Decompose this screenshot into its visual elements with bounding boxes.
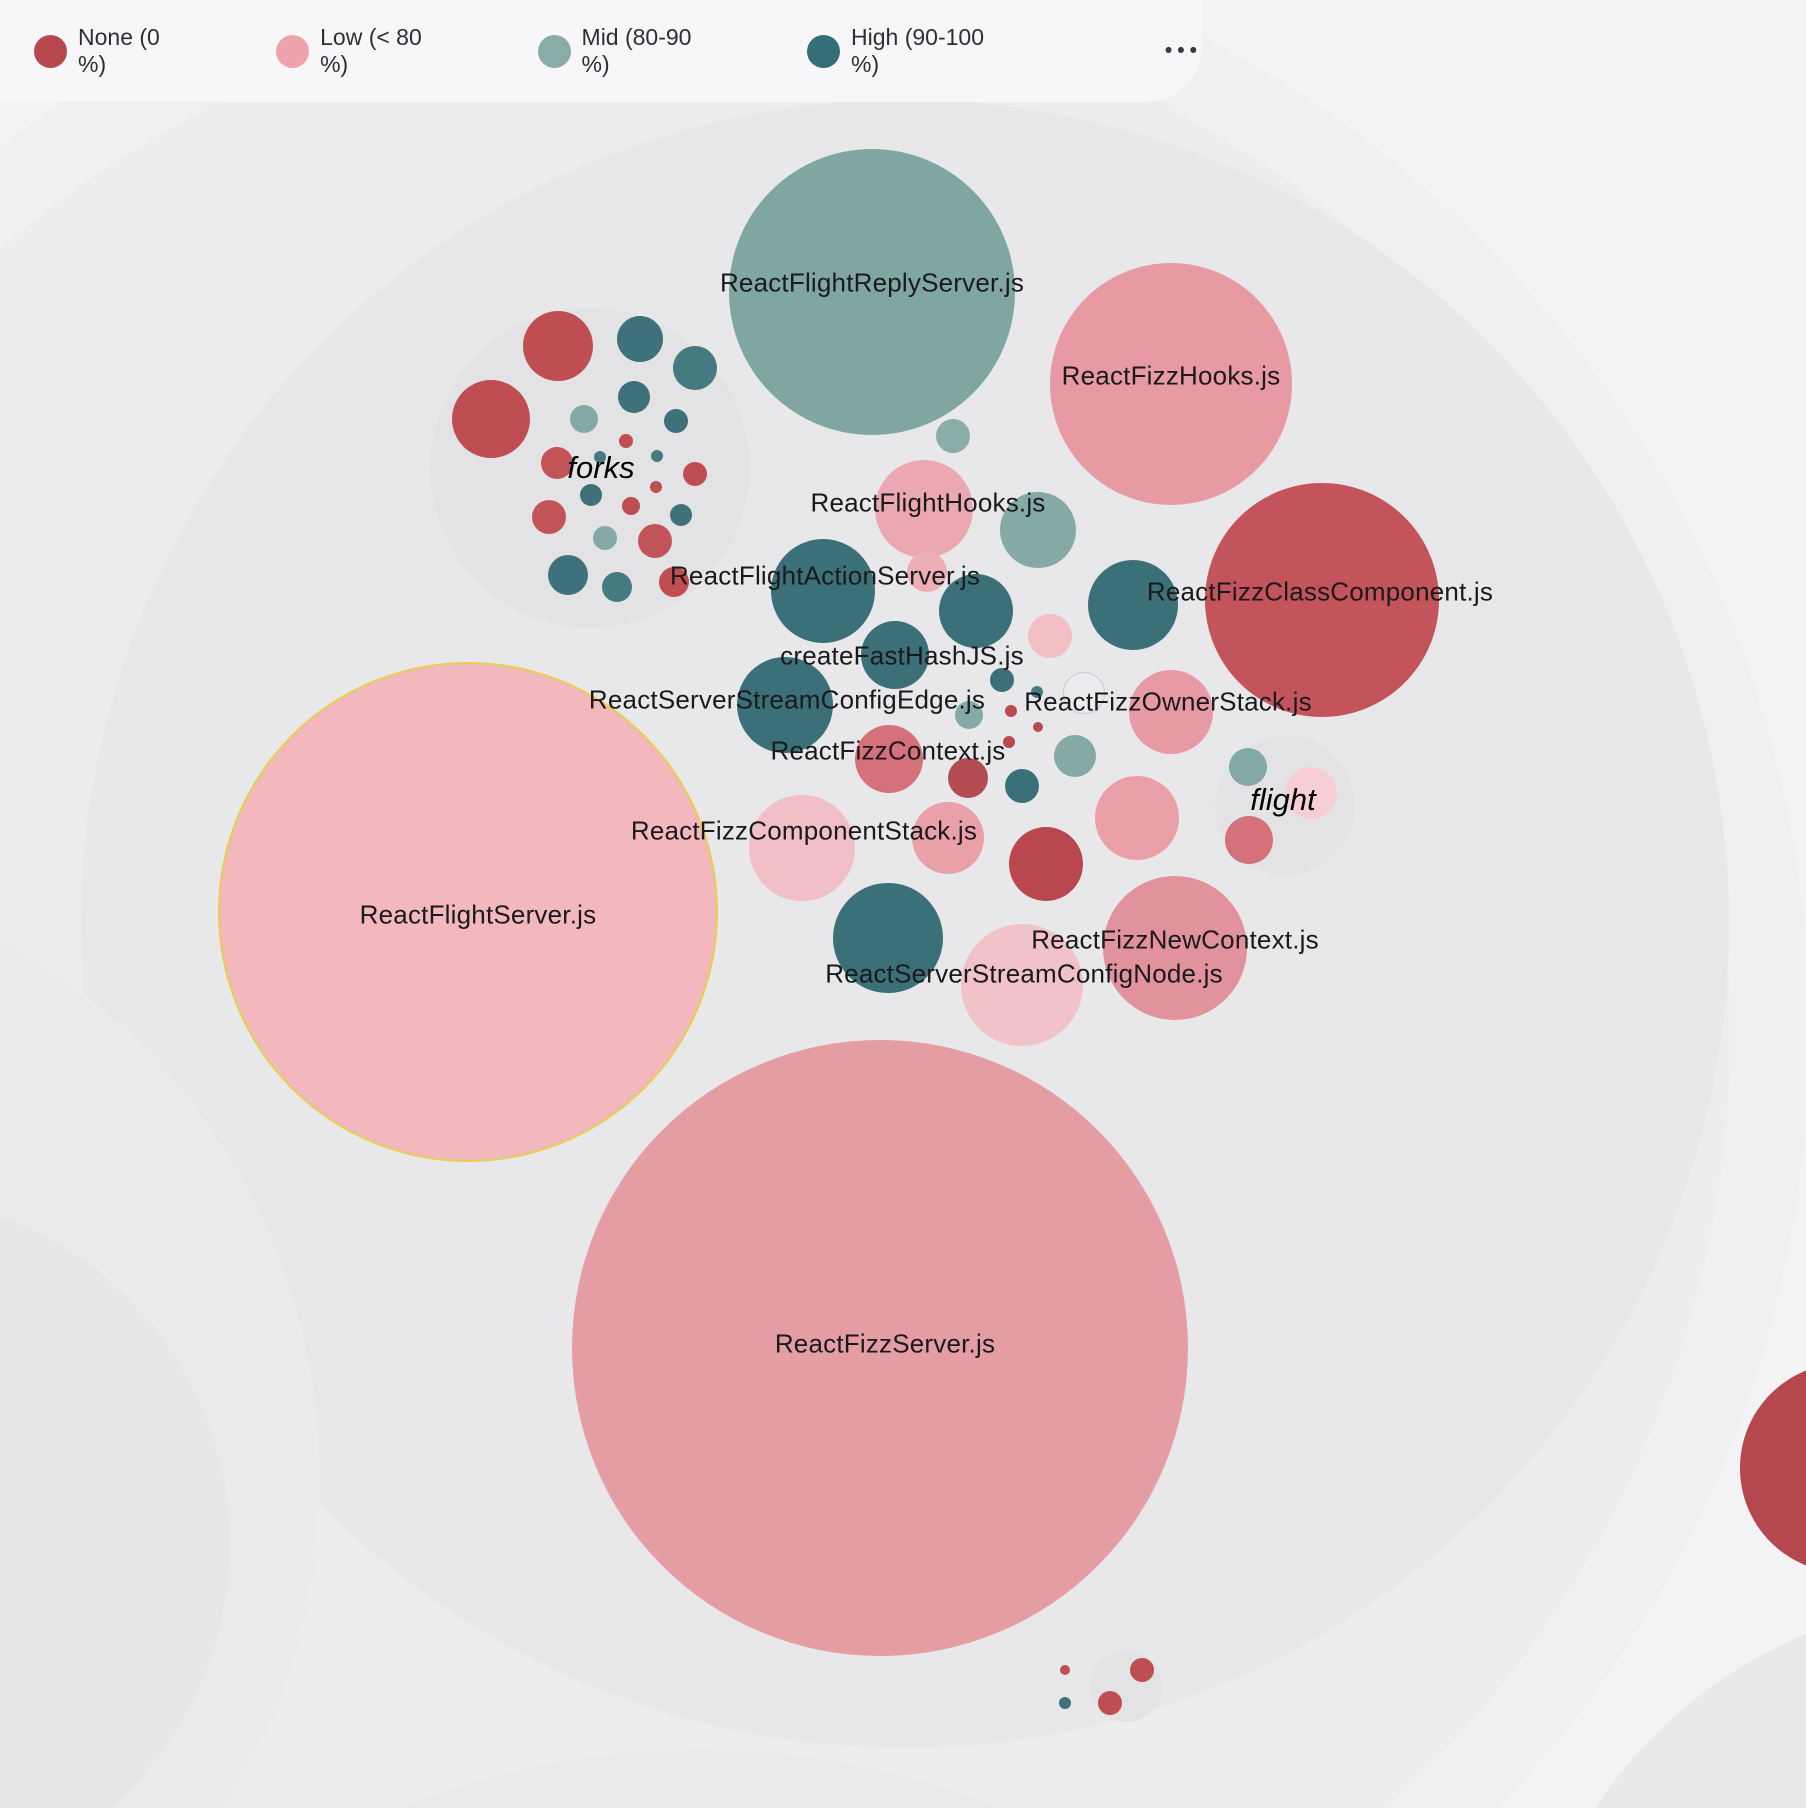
file-bubble[interactable]: [1063, 672, 1105, 714]
file-bubble[interactable]: [1059, 1697, 1071, 1709]
file-bubble[interactable]: [570, 405, 598, 433]
file-bubble[interactable]: [1060, 1665, 1070, 1675]
legend-more-button[interactable]: •••: [1164, 39, 1202, 62]
file-bubble[interactable]: [1000, 492, 1076, 568]
file-bubble[interactable]: [1225, 816, 1273, 864]
file-bubble[interactable]: [1028, 614, 1072, 658]
legend-label-mid: Mid (80-90 %): [581, 24, 692, 77]
file-bubble[interactable]: [670, 504, 692, 526]
legend-dot-low-icon: [276, 34, 310, 68]
file-bubble-ReactServerStreamConfigEdge.js[interactable]: [737, 657, 833, 753]
legend-item-none[interactable]: None (0 %): [34, 24, 190, 78]
file-bubble[interactable]: [580, 484, 602, 506]
file-bubble-ReactFlightServer.js[interactable]: [218, 662, 718, 1162]
legend-label-none: None (0 %): [78, 24, 160, 77]
file-bubble[interactable]: [1054, 735, 1096, 777]
file-bubble[interactable]: [619, 434, 633, 448]
file-bubble[interactable]: [936, 419, 970, 453]
file-bubble-ReactFizzOwnerStack.js[interactable]: [1129, 670, 1213, 754]
file-bubble-ReactFizzNewContext.js[interactable]: [1103, 876, 1247, 1020]
legend-dot-high-icon: [807, 34, 841, 68]
file-bubble[interactable]: [673, 346, 717, 390]
file-bubble[interactable]: [618, 381, 650, 413]
legend-item-low[interactable]: Low (< 80 %): [276, 24, 451, 78]
file-bubble[interactable]: [1033, 722, 1043, 732]
file-bubble[interactable]: [1005, 705, 1017, 717]
legend-dot-none-icon: [34, 34, 67, 68]
file-bubble[interactable]: [617, 316, 663, 362]
file-bubble[interactable]: [650, 481, 662, 493]
file-bubble[interactable]: [833, 883, 943, 993]
file-bubble[interactable]: [593, 526, 617, 550]
file-bubble-ReactFlightReplyServer.js[interactable]: [729, 149, 1015, 435]
file-bubble[interactable]: [1229, 748, 1267, 786]
file-bubble[interactable]: [1031, 686, 1043, 698]
file-bubble[interactable]: [523, 311, 593, 381]
file-bubble[interactable]: [1009, 827, 1083, 901]
legend: None (0 %) Low (< 80 %) Mid (80-90 %) Hi…: [0, 0, 1202, 102]
file-bubble-ReactFizzServer.js[interactable]: [572, 1040, 1188, 1656]
file-bubble-ReactFlightActionServer.js[interactable]: [771, 539, 875, 643]
file-bubble[interactable]: [1095, 776, 1179, 860]
legend-item-high[interactable]: High (90-100 %): [807, 24, 1013, 78]
file-bubble[interactable]: [452, 380, 530, 458]
file-bubble[interactable]: [622, 497, 640, 515]
file-bubble-createFastHashJS.js[interactable]: [861, 621, 929, 689]
file-bubble[interactable]: [1088, 560, 1178, 650]
file-bubble[interactable]: [1098, 1691, 1122, 1715]
file-bubble-ReactFlightHooks.js[interactable]: [875, 460, 973, 558]
file-bubble-ReactFizzClassComponent.js[interactable]: [1205, 483, 1439, 717]
file-bubble[interactable]: [683, 462, 707, 486]
file-bubble[interactable]: [1003, 736, 1015, 748]
file-bubble[interactable]: [594, 451, 606, 463]
file-bubble-ReactFizzComponentStack.js[interactable]: [749, 795, 855, 901]
file-bubble[interactable]: [912, 802, 984, 874]
file-bubble[interactable]: [548, 555, 588, 595]
file-bubble[interactable]: [541, 447, 573, 479]
file-bubble[interactable]: [907, 552, 947, 592]
file-bubble[interactable]: [532, 500, 566, 534]
file-bubble[interactable]: [602, 572, 632, 602]
legend-dot-mid-icon: [537, 34, 571, 68]
file-bubble[interactable]: [1285, 767, 1337, 819]
legend-item-mid[interactable]: Mid (80-90 %): [537, 24, 721, 78]
file-bubble[interactable]: [638, 524, 672, 558]
file-bubble-ReactFizzContext.js[interactable]: [855, 725, 923, 793]
file-bubble[interactable]: [939, 574, 1013, 648]
file-bubble[interactable]: [651, 450, 663, 462]
file-bubble[interactable]: [1005, 769, 1039, 803]
file-bubble[interactable]: [955, 701, 983, 729]
file-bubble[interactable]: [948, 758, 988, 798]
file-bubble[interactable]: [659, 567, 689, 597]
file-bubble[interactable]: [1130, 1658, 1154, 1682]
legend-label-high: High (90-100 %): [851, 24, 984, 77]
file-bubble-ReactServerStreamConfigNode.js[interactable]: [961, 924, 1083, 1046]
file-bubble[interactable]: [990, 668, 1014, 692]
legend-label-low: Low (< 80 %): [320, 24, 422, 77]
file-bubble[interactable]: [664, 409, 688, 433]
file-bubble-ReactFizzHooks.js[interactable]: [1050, 263, 1292, 505]
